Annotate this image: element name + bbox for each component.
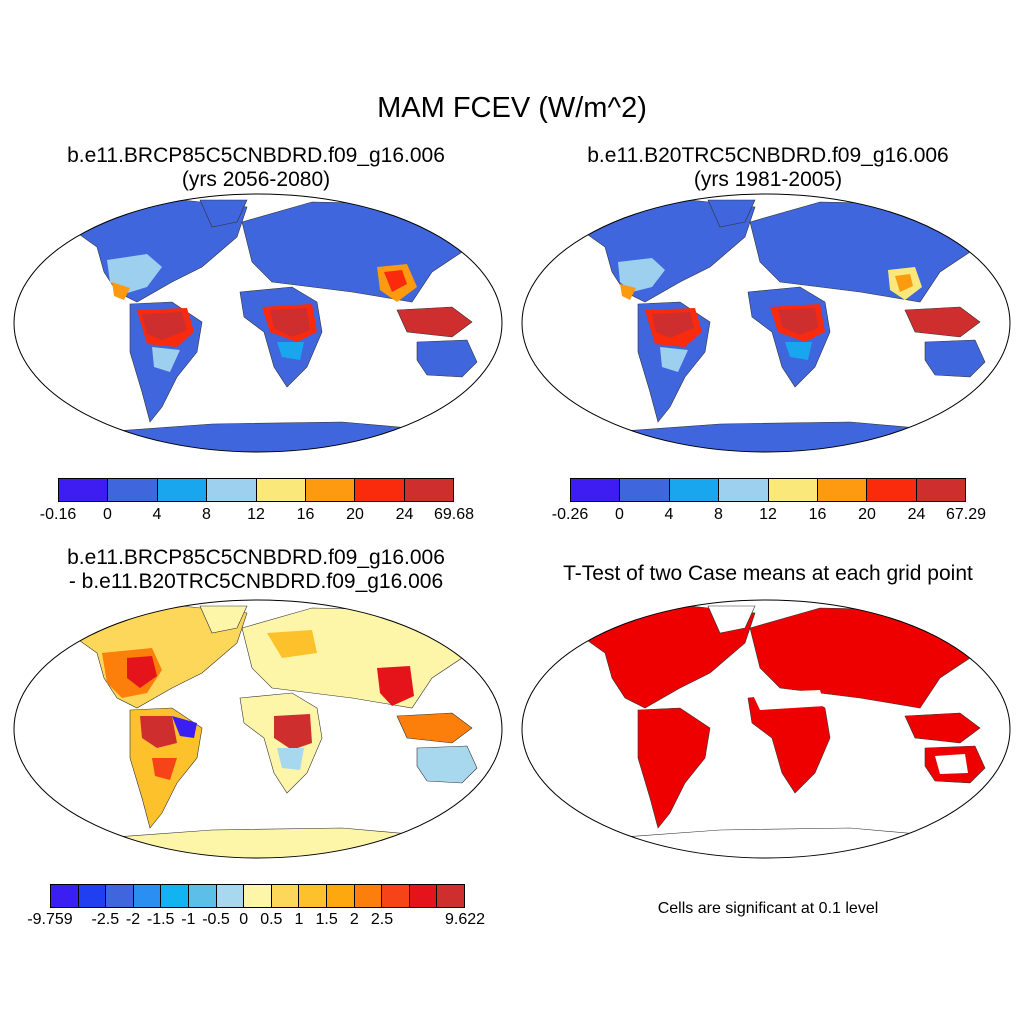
colorbar-label: 0	[239, 911, 249, 928]
colorbar-swatch	[620, 479, 670, 501]
colorbar-label: 16	[296, 506, 315, 523]
map-outline	[13, 193, 503, 453]
panel-title-line1: b.e11.BRCP85C5CNBDRD.f09_g16.006	[67, 144, 445, 167]
colorbar-label: 1	[294, 911, 304, 928]
panel-title-top-right: b.e11.B20TRC5CNBDRD.f09_g16.006 (yrs 198…	[512, 144, 1024, 192]
land-layer	[61, 199, 478, 452]
colorbar-label: 9.622	[444, 911, 486, 928]
colorbar-label: -2	[125, 911, 141, 928]
colorbar-swatch	[106, 885, 134, 907]
colorbar-swatch	[216, 885, 245, 907]
colorbar-swatch	[299, 885, 327, 907]
colorbar-swatch	[768, 479, 818, 501]
land-layer	[61, 605, 478, 858]
colorbar-swatch	[354, 885, 383, 907]
colorbar-label: 8	[202, 506, 211, 523]
colorbar-swatch	[108, 479, 158, 501]
colorbar-swatch	[719, 479, 769, 501]
panel-title-line2: (yrs 2056-2080)	[181, 168, 331, 191]
colorbar-label: 4	[664, 506, 674, 523]
colorbar-swatch	[188, 885, 217, 907]
map-bottom-left	[13, 599, 503, 859]
colorbar-swatch	[404, 479, 453, 501]
colorbar-label: 4	[152, 506, 162, 523]
colorbar-label: -0.16	[39, 506, 77, 523]
colorbar-label: 0	[615, 506, 624, 523]
panel-title-bottom-right: T-Test of two Case means at each grid po…	[512, 562, 1024, 586]
colorbar-top-left	[58, 478, 454, 502]
colorbar-label: 0.5	[260, 911, 283, 928]
colorbar-label: 12	[759, 506, 777, 523]
land-layer	[569, 605, 986, 858]
map-outline	[521, 599, 1011, 859]
colorbar-label: 16	[808, 506, 827, 523]
colorbar-label: 24	[907, 506, 926, 523]
colorbar-swatch	[669, 479, 720, 501]
colorbar-swatch	[817, 479, 868, 501]
colorbar-swatch	[867, 479, 917, 501]
colorbar-label: -2.5	[91, 911, 120, 928]
land-layer	[569, 199, 986, 452]
colorbar-swatch	[916, 479, 965, 501]
map-outline	[521, 193, 1011, 453]
colorbar-swatch	[207, 479, 257, 501]
map-top-right	[521, 193, 1011, 453]
colorbar-label: 8	[714, 506, 723, 523]
colorbar-swatch	[51, 885, 79, 907]
colorbar-label: 2.5	[370, 911, 394, 928]
significance-note: Cells are significant at 0.1 level	[657, 900, 879, 917]
colorbar-label: 20	[346, 506, 364, 523]
colorbar-label: 12	[247, 506, 265, 523]
figure-title: MAM FCEV (W/m^2)	[377, 92, 647, 124]
colorbar-label: 0	[103, 506, 112, 523]
colorbar-swatch	[256, 479, 306, 501]
colorbar-label: -9.759	[27, 911, 73, 928]
panel-title-line1: b.e11.B20TRC5CNBDRD.f09_g16.006	[587, 144, 949, 167]
colorbar-swatch	[78, 885, 107, 907]
map-bottom-right	[521, 599, 1011, 859]
colorbar-swatch	[59, 479, 109, 501]
colorbar-label: -1	[181, 911, 196, 928]
colorbar-label: 67.29	[945, 506, 987, 523]
colorbar-label: -1.5	[146, 911, 175, 928]
panel-title-bottom-left: b.e11.BRCP85C5CNBDRD.f09_g16.006 - b.e11…	[0, 546, 512, 594]
panel-title-top-left: b.e11.BRCP85C5CNBDRD.f09_g16.006 (yrs 20…	[0, 144, 512, 192]
colorbar-swatch	[326, 885, 355, 907]
colorbar-swatch	[571, 479, 621, 501]
colorbar-swatch	[409, 885, 438, 907]
panel-title-line2: (yrs 1981-2005)	[693, 168, 843, 191]
colorbar-swatch	[244, 885, 272, 907]
panel-title-line2: - b.e11.B20TRC5CNBDRD.f09_g16.006	[68, 570, 444, 593]
colorbar-label: 24	[395, 506, 414, 523]
colorbar-swatch	[355, 479, 405, 501]
panel-title-line1: T-Test of two Case means at each grid po…	[563, 562, 973, 585]
panel-title-line1: b.e11.BRCP85C5CNBDRD.f09_g16.006	[67, 546, 445, 569]
colorbar-top-right	[570, 478, 966, 502]
colorbar-label: 20	[858, 506, 876, 523]
colorbar-label: -0.5	[202, 911, 230, 928]
colorbar-swatch	[305, 479, 356, 501]
colorbar-swatch	[161, 885, 189, 907]
colorbar-label: 69.68	[433, 506, 475, 523]
colorbar-bottom-left	[50, 884, 465, 908]
colorbar-label: -0.26	[551, 506, 589, 523]
colorbar-swatch	[157, 479, 208, 501]
colorbar-label: 1.5	[315, 911, 338, 928]
colorbar-label: 2	[349, 911, 359, 928]
map-outline	[13, 599, 503, 859]
map-top-left	[13, 193, 503, 453]
colorbar-swatch	[382, 885, 410, 907]
colorbar-swatch	[133, 885, 162, 907]
colorbar-swatch	[271, 885, 300, 907]
colorbar-swatch	[437, 885, 464, 907]
